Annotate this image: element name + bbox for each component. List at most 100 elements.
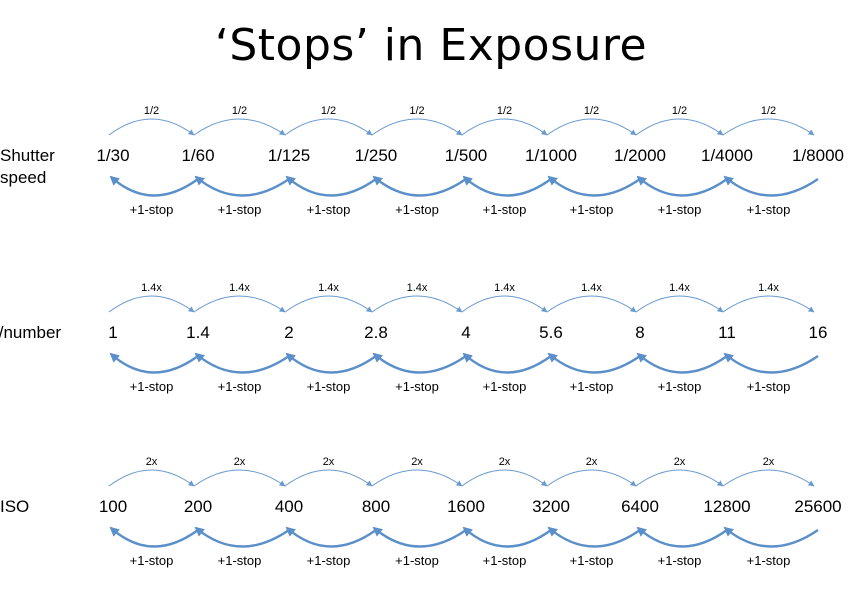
top-arrow-arc <box>722 118 815 136</box>
stop-label: +1-stop <box>747 379 791 394</box>
row-label-shutter-speed: Shutter speed <box>0 145 55 189</box>
top-arrow-arc <box>722 469 815 487</box>
bottom-arrow-arc <box>636 352 728 374</box>
top-arrow-arc <box>461 295 548 313</box>
stop-value: 1/1000 <box>525 146 577 165</box>
row-label-line: speed <box>0 168 47 187</box>
ratio-label: 1/2 <box>584 105 599 117</box>
stop-label: +1-stop <box>747 553 791 568</box>
stop-value: 100 <box>99 497 127 516</box>
bottom-arrow-arc <box>723 526 819 548</box>
stop-value: 1/8000 <box>792 146 844 165</box>
stop-label: +1-stop <box>307 379 351 394</box>
stop-value: 2.8 <box>364 323 388 342</box>
bottom-arrow-arc <box>462 175 552 197</box>
stop-value: 1/60 <box>181 146 214 165</box>
bottom-arrow-arc <box>194 526 290 548</box>
stop-value: 1/500 <box>445 146 488 165</box>
ratio-label: 1.4x <box>407 282 428 294</box>
bottom-arrow-arc <box>636 526 728 548</box>
stop-value: 3200 <box>532 497 570 516</box>
ratio-label: 1.4x <box>229 282 250 294</box>
ratio-label: 1.4x <box>141 282 162 294</box>
stop-label: +1-stop <box>307 553 351 568</box>
stop-value: 1/4000 <box>701 146 753 165</box>
ratio-label: 1/2 <box>761 105 776 117</box>
ratio-label: 1/2 <box>409 105 424 117</box>
ratio-label: 1/2 <box>144 105 159 117</box>
ratio-label: 1.4x <box>669 282 690 294</box>
top-arrow-arc <box>284 469 373 487</box>
bottom-arrow-arc <box>109 352 199 374</box>
stop-value: 4 <box>461 323 470 342</box>
stop-value: 11 <box>718 323 736 342</box>
ratio-label: 2x <box>586 456 598 468</box>
stop-label: +1-stop <box>218 379 262 394</box>
bottom-arrow-arc <box>723 352 819 374</box>
top-arrow-arc <box>546 118 637 136</box>
stop-label: +1-stop <box>130 379 174 394</box>
ratio-label: 1/2 <box>232 105 247 117</box>
ratio-label: 1.4x <box>581 282 602 294</box>
stop-value: 400 <box>275 497 303 516</box>
bottom-arrow-arc <box>547 526 641 548</box>
ratio-label: 2x <box>763 456 775 468</box>
ratio-label: 2x <box>499 456 511 468</box>
stop-value: 6400 <box>621 497 659 516</box>
stop-label: +1-stop <box>658 553 702 568</box>
bottom-arrow-arc <box>109 175 199 197</box>
bottom-arrow-arc <box>636 175 728 197</box>
row-label-iso: ISO <box>0 496 29 518</box>
ratio-label: 1.4x <box>318 282 339 294</box>
ratio-label: 2x <box>146 456 158 468</box>
stop-value: 200 <box>184 497 212 516</box>
top-arrow-arc <box>284 118 373 136</box>
row-label-fnumber: f/number <box>0 322 61 344</box>
stop-value: 12800 <box>703 497 750 516</box>
row-label-line: ISO <box>0 497 30 516</box>
stop-value: 2 <box>284 323 293 342</box>
bottom-arrow-arc <box>109 526 199 548</box>
ratio-label: 2x <box>234 456 246 468</box>
top-arrow-arc <box>546 295 637 313</box>
bottom-arrow-arc <box>285 352 377 374</box>
stop-value: 5.6 <box>539 323 563 342</box>
top-arrow-arc <box>108 118 195 136</box>
top-arrow-arc <box>461 469 548 487</box>
stop-label: +1-stop <box>658 379 702 394</box>
top-arrow-arc <box>193 118 286 136</box>
ratio-label: 2x <box>674 456 686 468</box>
bottom-arrow-arc <box>285 526 377 548</box>
top-arrow-arc <box>461 118 548 136</box>
ratio-label: 1/2 <box>321 105 336 117</box>
bottom-arrow-arc <box>372 175 467 197</box>
top-arrow-arc <box>108 469 195 487</box>
top-arrow-arc <box>635 295 724 313</box>
stop-label: +1-stop <box>218 553 262 568</box>
stop-value: 1/2000 <box>614 146 666 165</box>
stop-label: +1-stop <box>307 202 351 217</box>
top-arrow-arc <box>193 469 286 487</box>
stop-label: +1-stop <box>483 202 527 217</box>
bottom-arrow-arc <box>462 526 552 548</box>
stop-label: +1-stop <box>747 202 791 217</box>
stop-value: 1600 <box>447 497 485 516</box>
exposure-row: 1/30 1/60 1/125 1/250 1/500 1/1000 1/2000 1/400… <box>96 105 844 217</box>
ratio-label: 2x <box>411 456 423 468</box>
bottom-arrow-arc <box>285 175 377 197</box>
stop-value: 1/30 <box>96 146 129 165</box>
top-arrow-arc <box>371 469 463 487</box>
top-arrow-arc <box>371 295 463 313</box>
top-arrow-arc <box>284 295 373 313</box>
bottom-arrow-arc <box>462 352 552 374</box>
stop-label: +1-stop <box>658 202 702 217</box>
ratio-label: 2x <box>323 456 335 468</box>
top-arrow-arc <box>546 469 637 487</box>
stop-value: 1/125 <box>268 146 311 165</box>
stop-value: 800 <box>362 497 390 516</box>
bottom-arrow-arc <box>547 352 641 374</box>
stop-value: 8 <box>635 323 644 342</box>
top-arrow-arc <box>635 469 724 487</box>
bottom-arrow-arc <box>194 352 290 374</box>
